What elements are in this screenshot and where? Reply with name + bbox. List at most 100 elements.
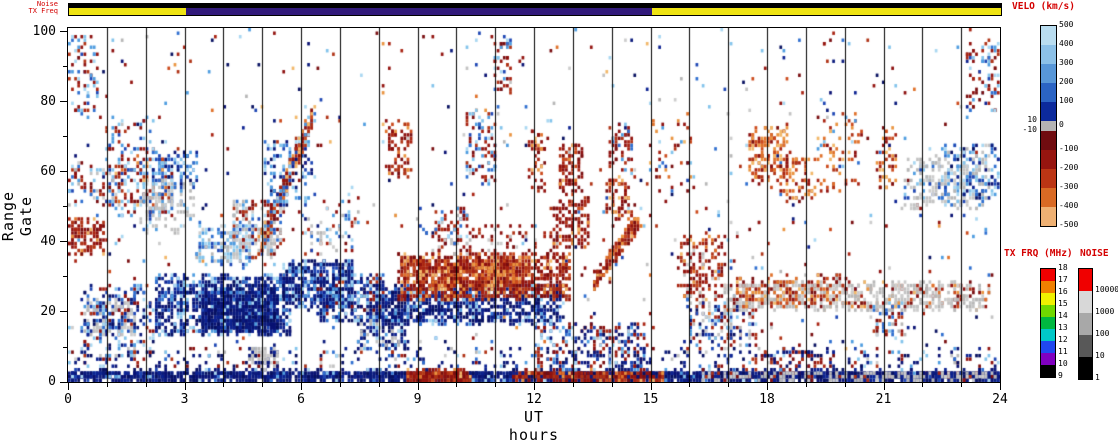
y-tick-label: 60 (40, 163, 56, 179)
y-axis-minor-tick (63, 276, 67, 278)
noise-colorbar-tick-label: 10 (1095, 351, 1105, 360)
txfreq-colorbar-tick-label: 18 (1058, 263, 1068, 272)
velocity-colorbar-segment (1041, 131, 1056, 150)
txfreq-strip-segment (69, 8, 186, 15)
noise-colorbar-segment (1079, 357, 1092, 379)
velocity-colorbar-title: VELO (km/s) (1012, 1, 1075, 12)
txfreq-colorbar-tick-label: 15 (1058, 299, 1068, 308)
x-axis-major-tick (650, 383, 652, 390)
y-axis-minor-tick (63, 206, 67, 208)
velocity-colorbar (1040, 25, 1057, 227)
velocity-colorbar-segment (1041, 188, 1056, 207)
noise-colorbar-tick-label: 1000 (1095, 307, 1115, 316)
y-tick-label: 40 (40, 233, 56, 249)
x-axis-major-tick (1000, 383, 1001, 390)
velocity-colorbar-segment (1041, 121, 1056, 131)
x-axis-minor-tick (572, 383, 574, 387)
txfreq-colorbar-tick-label: 10 (1058, 359, 1068, 368)
txfreq-colorbar-segment (1041, 293, 1055, 305)
noise-colorbar-tick-label: 10000 (1095, 285, 1118, 294)
txfreq-colorbar-segment (1041, 353, 1055, 365)
velocity-colorbar-tick-label: -400 (1059, 201, 1079, 210)
txfreq-colorbar-tick-label: 13 (1058, 323, 1068, 332)
velocity-colorbar-segment (1041, 26, 1056, 45)
noise-colorbar-tick-label: 100 (1095, 329, 1110, 338)
velocity-colorbar-tick-label: -500 (1059, 220, 1079, 229)
x-axis-major-tick (767, 383, 768, 390)
velocity-colorbar-segment (1041, 102, 1056, 121)
y-tick-label: 100 (32, 23, 56, 39)
noise-colorbar-segment (1079, 291, 1092, 313)
velocity-colorbar-threshold-label: -10 (1022, 125, 1037, 134)
y-axis-major-tick (60, 311, 67, 313)
x-axis-minor-tick (805, 383, 807, 387)
x-tick-label: 12 (526, 392, 542, 407)
x-axis-minor-tick (961, 383, 963, 387)
plot-area (67, 27, 1001, 383)
x-tick-label: 24 (992, 392, 1008, 407)
velocity-colorbar-segment (1041, 45, 1056, 64)
velocity-colorbar-segment (1041, 83, 1056, 102)
x-axis-minor-tick (922, 383, 924, 387)
x-tick-label: 6 (297, 392, 305, 407)
txfreq-colorbar-tick-label: 11 (1058, 347, 1068, 356)
velocity-colorbar-tick-label: 500 (1059, 20, 1074, 29)
txfreq-colorbar-tick-label: 14 (1058, 311, 1068, 320)
x-axis-major-tick (417, 383, 419, 390)
y-axis-minor-tick (63, 346, 67, 348)
velocity-colorbar-tick-label: -200 (1059, 163, 1079, 172)
x-tick-label: 0 (64, 392, 72, 407)
y-tick-label: 0 (48, 374, 56, 389)
x-axis-major-tick (301, 383, 302, 390)
y-axis-major-tick (60, 381, 67, 383)
txfreq-strip-segment (185, 8, 652, 15)
x-axis-minor-tick (106, 383, 108, 387)
velocity-colorbar-threshold-label: 10 (1027, 115, 1037, 124)
velocity-colorbar-tick-label: 100 (1059, 96, 1074, 105)
txfreq-colorbar-segment (1041, 329, 1055, 341)
noise-strip-label: Noise (36, 0, 58, 8)
x-axis-minor-tick (844, 383, 846, 387)
x-axis-major-tick (184, 383, 186, 390)
txfreq-strip-segment (651, 8, 1001, 15)
x-tick-label: 21 (875, 392, 892, 407)
txfreq-colorbar-title: TX FRQ (MHz) (1004, 248, 1073, 259)
x-axis-minor-tick (262, 383, 264, 387)
txfreq-colorbar-tick-label: 12 (1058, 335, 1068, 344)
txfreq-colorbar-tick-label: 16 (1058, 287, 1068, 296)
noise-colorbar (1078, 268, 1093, 380)
x-axis-minor-tick (728, 383, 730, 387)
noise-colorbar-segment (1079, 313, 1092, 335)
noise-colorbar-segment (1079, 335, 1092, 357)
x-axis-minor-tick (145, 383, 147, 387)
txfreq-colorbar-segment (1041, 365, 1055, 377)
velocity-colorbar-segment (1041, 169, 1056, 188)
noise-colorbar-segment (1079, 269, 1092, 291)
y-axis-major-tick (60, 31, 67, 32)
x-axis-minor-tick (223, 383, 225, 387)
txfreq-colorbar-segment (1041, 269, 1055, 281)
velocity-colorbar-tick-label: 400 (1059, 39, 1074, 48)
txfreq-colorbar-segment (1041, 305, 1055, 317)
rti-data-canvas (68, 28, 1000, 382)
velocity-colorbar-tick-label: 300 (1059, 58, 1074, 67)
velocity-colorbar-tick-label: 200 (1059, 77, 1074, 86)
x-tick-label: 15 (642, 392, 659, 407)
y-axis-minor-tick (63, 66, 67, 68)
velocity-colorbar-segment (1041, 150, 1056, 169)
noise-colorbar-title: NOISE (1080, 248, 1109, 259)
x-axis-minor-tick (611, 383, 613, 387)
noise-colorbar-tick-label: 1 (1095, 373, 1100, 382)
velocity-colorbar-tick-label: -300 (1059, 182, 1079, 191)
txfreq-colorbar-segment (1041, 341, 1055, 353)
x-axis-minor-tick (339, 383, 341, 387)
y-tick-label: 80 (40, 93, 56, 109)
y-axis-major-tick (60, 241, 67, 243)
txfreq-colorbar-segment (1041, 317, 1055, 329)
y-axis-major-tick (60, 101, 67, 103)
x-axis-minor-tick (495, 383, 497, 387)
x-axis-minor-tick (689, 383, 691, 387)
txfreq-strip-label: TX Freq (28, 7, 58, 15)
y-axis-minor-tick (63, 136, 67, 138)
